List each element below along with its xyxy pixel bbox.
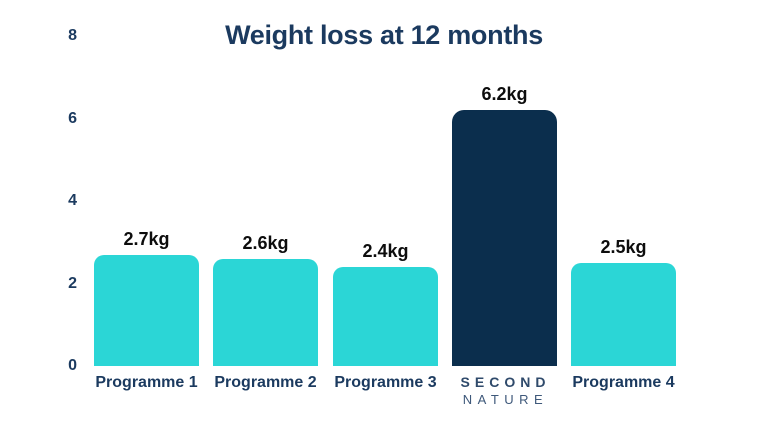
y-tick-8: 8 bbox=[68, 27, 77, 44]
plot-area: 2.7kg Programme 1 2.6kg Programme 2 2.4k… bbox=[94, 36, 676, 406]
bar-value-label: 2.6kg bbox=[242, 232, 289, 253]
x-axis-label-programme-1: Programme 1 bbox=[95, 374, 198, 391]
y-axis: 8 6 4 2 0 bbox=[40, 28, 77, 374]
bar-second-nature bbox=[452, 110, 557, 366]
bar-group-programme-2: 2.6kg Programme 2 bbox=[213, 36, 318, 391]
y-tick-2: 2 bbox=[68, 274, 77, 292]
x-axis-label-programme-2: Programme 2 bbox=[214, 374, 317, 391]
bar-programme-2 bbox=[213, 258, 318, 366]
second-nature-logo-line2: NATURE bbox=[462, 392, 549, 407]
x-axis-label-programme-4: Programme 4 bbox=[572, 374, 675, 391]
bar-value-label: 6.2kg bbox=[481, 84, 528, 105]
y-tick-0: 0 bbox=[68, 357, 77, 374]
bar-group-second-nature: 6.2kg SECOND NATURE bbox=[452, 36, 557, 406]
bar-value-label: 2.7kg bbox=[123, 228, 170, 249]
bar-programme-3 bbox=[333, 267, 438, 366]
second-nature-logo-line1: SECOND bbox=[460, 374, 551, 390]
bar-programme-1 bbox=[94, 254, 199, 366]
bar-value-label: 2.4kg bbox=[362, 241, 409, 261]
bar-group-programme-1: 2.7kg Programme 1 bbox=[94, 36, 199, 391]
x-axis-label-programme-3: Programme 3 bbox=[334, 374, 437, 391]
chart-title: Weight loss at 12 months bbox=[225, 20, 543, 50]
bar-programme-4 bbox=[571, 262, 676, 366]
bar-value-label: 2.5kg bbox=[600, 236, 647, 257]
y-tick-6: 6 bbox=[68, 109, 77, 127]
second-nature-logo: SECOND NATURE bbox=[459, 375, 551, 406]
y-tick-4: 4 bbox=[68, 192, 77, 209]
bar-group-programme-4: 2.5kg Programme 4 bbox=[571, 36, 676, 391]
bar-group-programme-3: 2.4kg Programme 3 bbox=[333, 36, 438, 391]
